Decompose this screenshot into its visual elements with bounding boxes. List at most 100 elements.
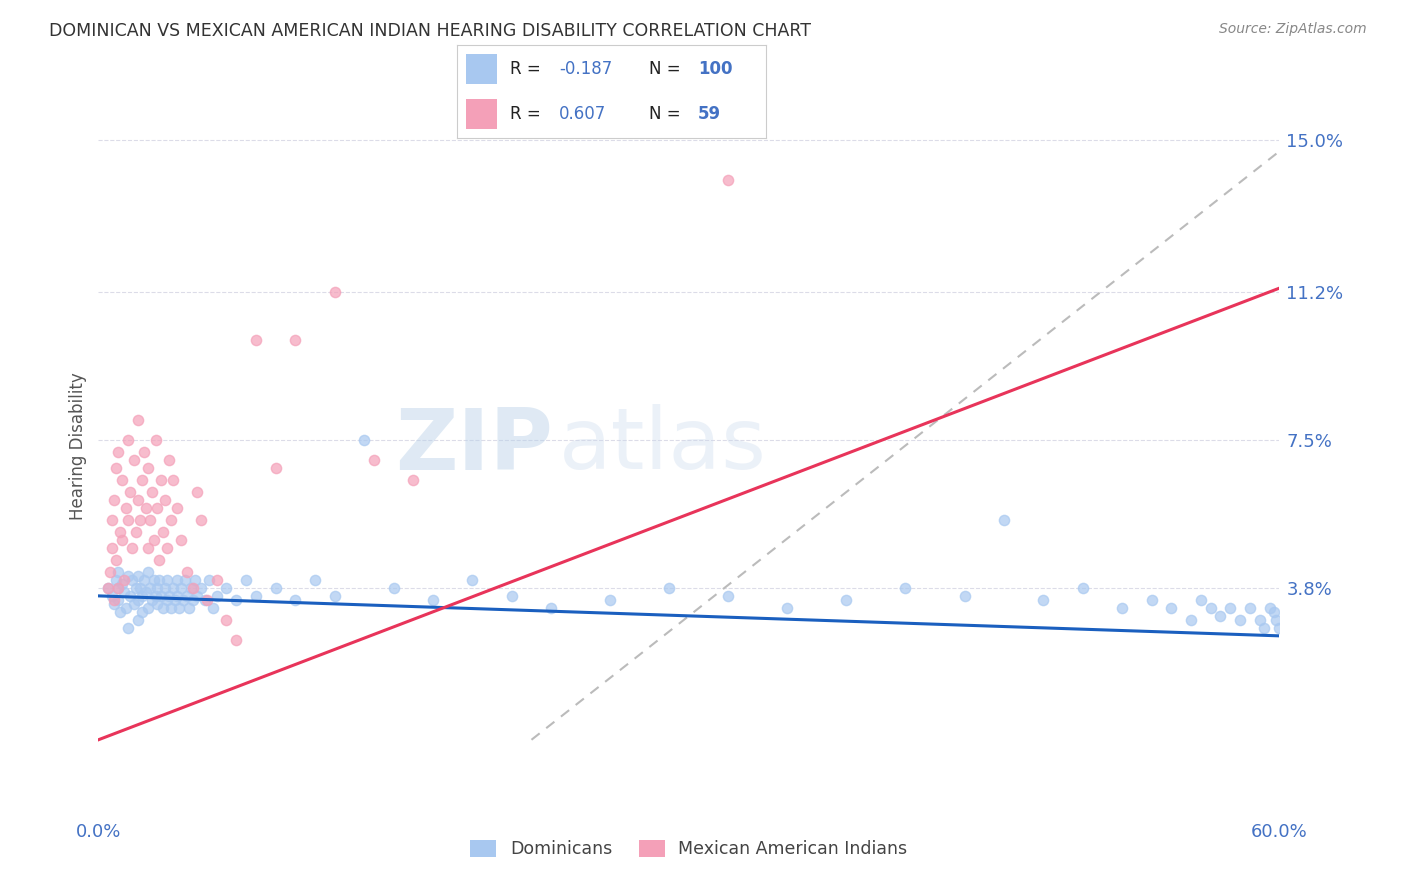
Point [142, 573, 165, 587]
Point [1209, 608, 1232, 623]
Point [132, 573, 155, 587]
Point [172, 593, 194, 607]
Point [166, 500, 188, 515]
Point [150, 589, 173, 603]
Point [131, 473, 153, 487]
Point [155, 581, 177, 595]
Point [136, 461, 159, 475]
Point [1180, 613, 1202, 627]
Point [138, 513, 160, 527]
Point [112, 585, 135, 599]
Point [156, 573, 179, 587]
Point [160, 513, 183, 527]
Point [108, 524, 131, 539]
Point [108, 605, 131, 619]
Point [894, 581, 917, 595]
Point [145, 589, 167, 603]
Point [146, 597, 169, 611]
Point [363, 453, 385, 467]
Bar [467, 54, 498, 84]
Point [118, 485, 141, 500]
Point [125, 524, 148, 539]
Point [142, 533, 165, 547]
Text: ZIP: ZIP [395, 404, 553, 488]
Point [1249, 613, 1271, 627]
Point [131, 589, 153, 603]
Point [107, 581, 129, 595]
Point [1253, 621, 1275, 635]
Point [323, 589, 346, 603]
Point [166, 573, 188, 587]
Point [835, 593, 858, 607]
Point [304, 573, 326, 587]
Point [1219, 600, 1241, 615]
Point [112, 573, 135, 587]
Point [197, 573, 219, 587]
Point [117, 433, 139, 447]
Point [98, 565, 121, 579]
Point [1160, 600, 1182, 615]
Point [141, 485, 163, 500]
Point [136, 565, 159, 579]
Point [167, 600, 190, 615]
Point [121, 573, 143, 587]
Point [245, 333, 267, 347]
Point [103, 597, 125, 611]
Point [181, 593, 204, 607]
Point [138, 581, 160, 595]
Text: R =: R = [509, 105, 546, 123]
Point [117, 621, 139, 635]
Point [174, 573, 197, 587]
Point [501, 589, 523, 603]
Point [1264, 613, 1286, 627]
Point [117, 513, 139, 527]
Point [658, 581, 681, 595]
Y-axis label: Hearing Disability: Hearing Disability [69, 372, 87, 520]
Point [156, 593, 179, 607]
Point [284, 333, 307, 347]
Text: 0.607: 0.607 [560, 105, 606, 123]
Point [170, 581, 193, 595]
Point [127, 569, 149, 583]
Point [97, 581, 120, 595]
Point [117, 569, 139, 583]
Point [264, 581, 287, 595]
Point [152, 600, 174, 615]
Point [97, 581, 120, 595]
Point [135, 585, 157, 599]
Point [107, 593, 129, 607]
Bar [467, 99, 498, 129]
Text: 59: 59 [699, 105, 721, 123]
Point [111, 577, 134, 591]
Point [141, 593, 163, 607]
Point [135, 500, 157, 515]
Point [186, 485, 208, 500]
Point [125, 581, 148, 595]
Point [155, 492, 177, 507]
Point [599, 593, 621, 607]
Text: R =: R = [509, 60, 546, 78]
Point [225, 593, 247, 607]
Point [162, 473, 184, 487]
Point [993, 513, 1015, 527]
Point [215, 581, 238, 595]
Point [115, 500, 138, 515]
Point [461, 573, 484, 587]
Point [160, 600, 183, 615]
Point [382, 581, 405, 595]
Point [128, 581, 150, 595]
Point [136, 600, 159, 615]
Point [245, 589, 267, 603]
Point [131, 605, 153, 619]
Point [422, 593, 444, 607]
Point [215, 613, 238, 627]
Point [103, 492, 125, 507]
Point [205, 589, 228, 603]
Point [176, 589, 198, 603]
Point [118, 589, 141, 603]
Point [111, 533, 134, 547]
Legend: Dominicans, Mexican American Indians: Dominicans, Mexican American Indians [464, 832, 914, 865]
Point [105, 553, 128, 567]
Point [186, 589, 208, 603]
Point [1263, 605, 1285, 619]
